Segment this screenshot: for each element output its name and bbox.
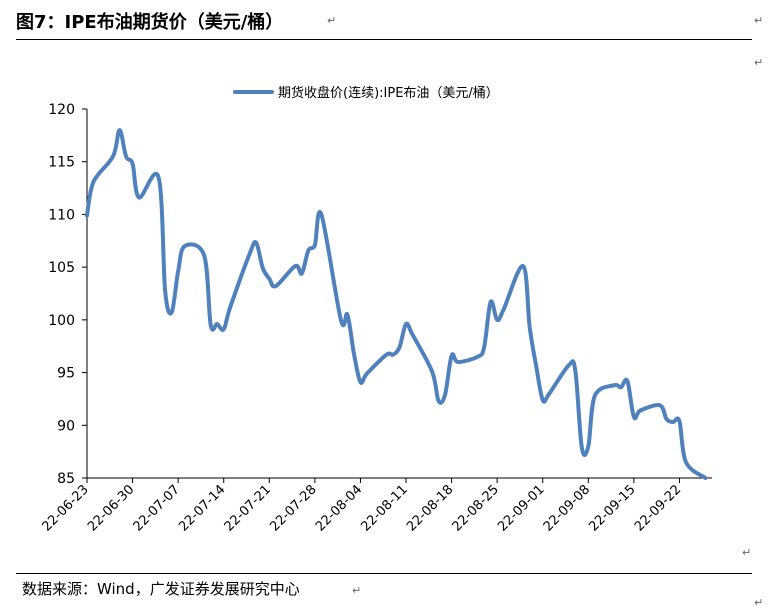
x-tick-label: 22-07-07 xyxy=(131,482,183,534)
x-tick-label: 22-09-22 xyxy=(632,482,684,534)
y-axis: 120 115 110 105 100 95 90 85 xyxy=(48,102,88,487)
series-line-ipe-brent xyxy=(85,128,708,480)
source-note: 数据来源：Wind，广发证券发展研究中心 xyxy=(22,580,300,598)
legend: 期货收盘价(连续):IPE布油（美元/桶） xyxy=(233,85,499,101)
y-tick-label: 85 xyxy=(57,471,75,487)
y-tick-label: 120 xyxy=(48,102,75,118)
x-tick-label: 22-07-28 xyxy=(267,482,319,534)
x-tick-label: 22-08-04 xyxy=(313,482,365,534)
x-tick-label: 22-08-11 xyxy=(359,482,411,534)
x-axis: 22-06-2322-06-3022-07-0722-07-1422-07-21… xyxy=(39,477,712,535)
paragraph-mark: ↵ xyxy=(754,56,764,69)
y-tick-label: 110 xyxy=(48,207,75,223)
paragraph-mark: ↵ xyxy=(754,14,764,27)
series-group xyxy=(85,128,708,480)
x-tick-label: 22-07-21 xyxy=(222,482,274,534)
y-tick-label: 95 xyxy=(57,366,75,382)
x-tick-label: 22-09-08 xyxy=(541,482,593,534)
paragraph-mark: ↵ xyxy=(754,596,764,609)
bottom-rule xyxy=(16,573,752,574)
y-tick-label: 90 xyxy=(57,418,75,434)
paragraph-mark: ↵ xyxy=(742,546,752,559)
x-tick-label: 22-07-14 xyxy=(176,482,228,534)
x-tick-label: 22-08-18 xyxy=(404,482,456,534)
x-tick-label: 22-09-15 xyxy=(586,482,638,534)
y-tick-label: 100 xyxy=(48,313,75,329)
x-tick-label: 22-09-01 xyxy=(495,482,547,534)
y-tick-label: 105 xyxy=(48,260,75,276)
paragraph-mark: ↵ xyxy=(327,14,337,27)
x-tick-label: 22-06-23 xyxy=(39,482,91,534)
legend-label: 期货收盘价(连续):IPE布油（美元/桶） xyxy=(278,85,499,101)
figure-title: 图7：IPE布油期货价（美元/桶） xyxy=(16,12,284,33)
y-tick-label: 115 xyxy=(48,155,75,171)
paragraph-mark: ↵ xyxy=(352,584,362,597)
x-tick-label: 22-06-30 xyxy=(85,482,137,534)
top-rule xyxy=(16,39,752,40)
x-tick-label: 22-08-25 xyxy=(450,482,502,534)
